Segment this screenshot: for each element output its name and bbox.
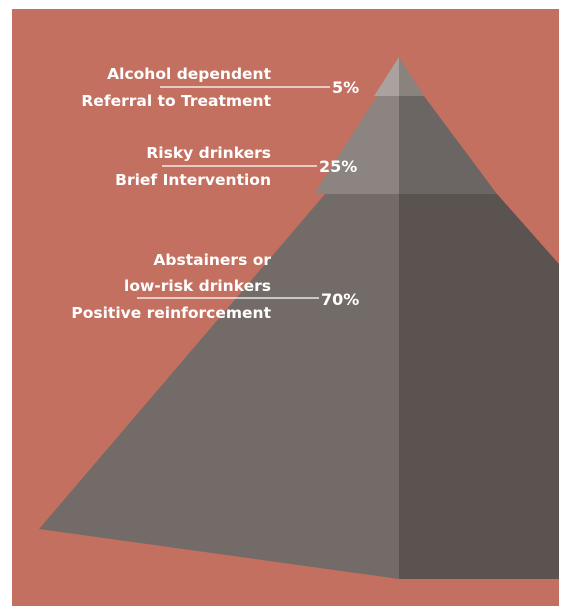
tier-middle-label-line-2: Brief Intervention <box>115 171 271 189</box>
pyramid-panel: Alcohol dependent Referral to Treatment … <box>12 9 559 606</box>
tier-top-label-line-2: Referral to Treatment <box>81 92 271 110</box>
pyramid-tier-middle-left-face <box>314 96 399 194</box>
tier-base-label-line-1: Abstainers or <box>153 251 271 269</box>
tier-base-label-line-3: Positive reinforcement <box>71 304 271 322</box>
tier-top-label-line-1: Alcohol dependent <box>107 65 271 83</box>
pyramid-diagram: Alcohol dependent Referral to Treatment … <box>12 9 559 606</box>
pyramid-tier-top-right-face <box>399 57 424 96</box>
tier-top-percent: 5% <box>332 78 359 97</box>
tier-middle-percent: 25% <box>319 157 357 176</box>
pyramid-tier-top-left-face <box>374 57 399 96</box>
tier-middle-label-line-1: Risky drinkers <box>146 144 271 162</box>
tier-base-percent: 70% <box>321 290 359 309</box>
pyramid-tier-middle-right-face <box>399 96 497 194</box>
tier-base-label-line-2: low-risk drinkers <box>124 277 271 295</box>
pyramid-tier-base-right-face <box>399 194 559 579</box>
